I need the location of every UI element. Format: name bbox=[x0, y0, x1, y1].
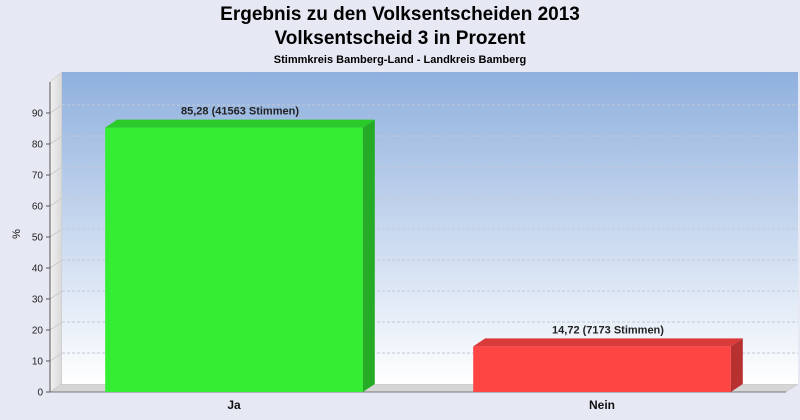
left-wall bbox=[49, 71, 63, 393]
gridline-wall bbox=[49, 290, 63, 300]
chart-title: Ergebnis zu den Volksentscheiden 2013 bbox=[220, 4, 580, 25]
bar-nein bbox=[473, 346, 731, 392]
data-label-ja: 85,28 (41563 Stimmen) bbox=[181, 106, 299, 118]
bar-side-nein bbox=[730, 338, 743, 392]
y-tick-label: 50 bbox=[32, 233, 44, 244]
gridline-wall bbox=[49, 352, 63, 362]
gridline-wall bbox=[49, 135, 63, 145]
y-tick-label: 20 bbox=[32, 326, 44, 337]
gridline-wall bbox=[49, 197, 63, 207]
y-tick-label: 90 bbox=[32, 109, 44, 120]
y-tick-label: 70 bbox=[32, 171, 44, 182]
bar-top-nein bbox=[473, 338, 743, 347]
data-label-nein: 14,72 (7173 Stimmen) bbox=[552, 324, 664, 336]
y-tick-label: 0 bbox=[37, 388, 43, 399]
bar-top-ja bbox=[105, 119, 375, 128]
gridline-wall bbox=[49, 321, 63, 331]
y-tick-label: 60 bbox=[32, 202, 44, 213]
y-tick-label: 40 bbox=[32, 264, 44, 275]
y-tick-label: 80 bbox=[32, 140, 44, 151]
bar-side-ja bbox=[362, 119, 375, 392]
bar-ja bbox=[105, 127, 363, 392]
gridline-wall bbox=[49, 104, 63, 114]
gridline-wall bbox=[49, 166, 63, 176]
chart-subtitle: Stimmkreis Bamberg-Land - Landkreis Bamb… bbox=[273, 54, 527, 66]
gridline-wall bbox=[49, 228, 63, 238]
chart-title-secondary: Volksentscheid 3 in Prozent bbox=[274, 28, 526, 49]
x-tick-label-ja: Ja bbox=[227, 398, 241, 412]
y-axis-title: % bbox=[11, 229, 23, 239]
y-tick-label: 30 bbox=[32, 295, 44, 306]
x-tick-label-nein: Nein bbox=[589, 398, 615, 412]
gridline-wall bbox=[49, 259, 63, 269]
y-tick-label: 10 bbox=[32, 357, 44, 368]
